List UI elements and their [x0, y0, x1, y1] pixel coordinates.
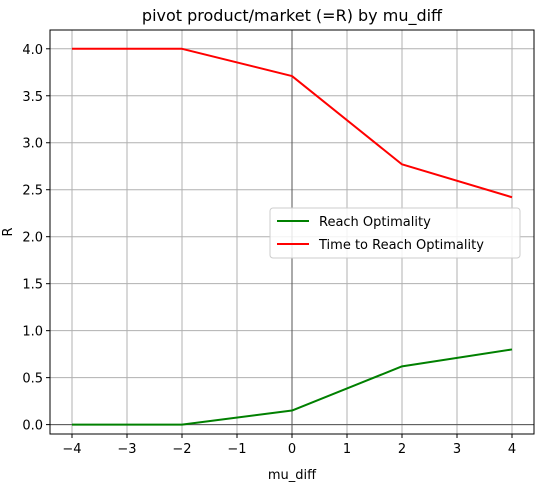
series-lines [71, 47, 513, 426]
x-tick-label: 0 [288, 442, 296, 457]
x-tick-label: 2 [398, 442, 406, 457]
y-tick-label: 0.5 [22, 372, 43, 387]
axis-ticks: −4 −3 −2 −1 0 1 2 3 4 0.0 0.5 1.0 1.5 2.0 2.5 3.0 3.5 4.0 [22, 43, 516, 457]
y-tick-label: 0.0 [22, 419, 43, 434]
y-tick-label: 3.5 [22, 90, 43, 105]
chart-title: pivot product/market (=R) by mu_diff [142, 6, 443, 26]
y-tick-label: 4.0 [22, 43, 43, 58]
x-tick-label: −3 [117, 442, 136, 457]
y-tick-label: 2.5 [22, 184, 43, 199]
y-axis-label: R [1, 227, 16, 236]
x-tick-label: 3 [453, 442, 461, 457]
y-tick-label: 3.0 [22, 137, 43, 152]
legend-label-time-to-reach-optimality: Time to Reach Optimality [318, 238, 484, 253]
x-tick-label: 4 [508, 442, 516, 457]
x-tick-label: −4 [62, 442, 81, 457]
x-axis-label: mu_diff [268, 468, 317, 483]
x-tick-label: −2 [172, 442, 191, 457]
legend-box [269, 207, 521, 259]
legend: Reach Optimality Time to Reach Optimalit… [269, 207, 521, 259]
legend-label-reach-optimality: Reach Optimality [319, 215, 431, 230]
x-tick-label: 1 [343, 442, 351, 457]
y-tick-label: 1.5 [22, 278, 43, 293]
x-tick-label: −1 [227, 442, 246, 457]
y-tick-label: 2.0 [22, 231, 43, 246]
y-tick-label: 1.0 [22, 325, 43, 340]
